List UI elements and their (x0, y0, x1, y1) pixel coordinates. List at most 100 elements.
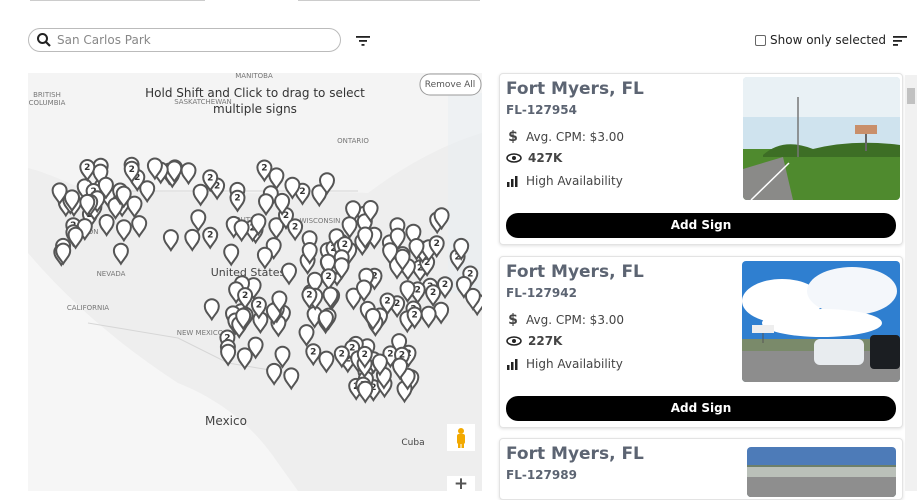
map-pin[interactable] (266, 362, 283, 386)
map-pin[interactable]: 2 (229, 189, 246, 213)
map-pin[interactable] (98, 214, 115, 237)
map-pin[interactable] (235, 307, 252, 331)
map-pin[interactable] (311, 184, 328, 208)
map-pin[interactable] (284, 176, 301, 200)
zoom-button[interactable] (447, 476, 475, 491)
map-pin[interactable] (180, 162, 197, 186)
map-pin[interactable] (341, 216, 358, 240)
map-pin[interactable] (268, 217, 285, 241)
map-pin[interactable] (203, 298, 220, 322)
map-pin[interactable] (67, 226, 84, 250)
map-pin[interactable] (220, 343, 237, 367)
map-pin[interactable] (274, 192, 291, 216)
map-pin[interactable]: 2 (320, 268, 337, 292)
map-pin[interactable]: 2 (250, 296, 267, 320)
map-pin[interactable] (112, 242, 129, 266)
map-pin[interactable] (399, 280, 416, 304)
map-pin[interactable] (268, 167, 285, 191)
cpm: Avg. CPM: $3.00 (526, 130, 625, 144)
zoom-in[interactable]: + (454, 474, 468, 491)
map-pin[interactable] (256, 246, 273, 270)
map-pin[interactable]: 2 (428, 235, 445, 259)
map-pin[interactable] (357, 226, 374, 250)
map-pin[interactable] (322, 286, 339, 310)
map-pin[interactable] (162, 229, 179, 253)
map-pin[interactable] (55, 242, 72, 266)
remove-all-button[interactable] (419, 73, 482, 96)
map-pin[interactable] (79, 193, 96, 217)
map-pin[interactable] (139, 180, 156, 204)
map-pin[interactable] (318, 172, 336, 196)
map-pin[interactable]: 2 (333, 345, 350, 369)
listing-card[interactable]: Fort Myers, FL FL-127989 (499, 438, 903, 500)
map-pin[interactable] (233, 219, 250, 243)
map-pin[interactable]: 2 (356, 345, 373, 369)
map-pin[interactable] (192, 183, 209, 207)
map-pin[interactable] (318, 350, 335, 374)
listing-card[interactable]: Fort Myers, FL FL-127954 $ Avg. CPM: $3.0… (499, 73, 903, 245)
scrollbar[interactable] (905, 75, 917, 491)
map-pin[interactable] (301, 242, 318, 265)
map-pin[interactable]: 2 (202, 226, 219, 250)
filter-icon[interactable] (356, 35, 371, 47)
checkbox-label[interactable]: Show only selected (770, 33, 887, 47)
listing-card[interactable]: Fort Myers, FL FL-127942 $ Avg. CPM: $3.0… (499, 256, 903, 428)
map-pin[interactable] (250, 213, 267, 237)
map-pin[interactable]: 2 (301, 286, 318, 310)
map-pin[interactable] (391, 357, 409, 381)
map-pin[interactable] (115, 219, 132, 243)
map-pin[interactable] (97, 176, 114, 200)
map-pin[interactable] (63, 189, 81, 213)
map-pin[interactable] (362, 200, 379, 223)
map-pin[interactable] (420, 305, 437, 329)
map-pin[interactable] (274, 345, 291, 369)
map-pin[interactable]: 2 (79, 159, 96, 182)
add-sign-button[interactable]: Add Sign (506, 396, 896, 421)
map-pin[interactable] (345, 287, 362, 311)
map-pin[interactable] (364, 307, 382, 331)
map-pin[interactable] (357, 380, 374, 404)
map-pin[interactable]: 2 (379, 292, 396, 316)
map-pin[interactable] (355, 279, 373, 303)
map-pin[interactable] (184, 228, 201, 252)
map-pin[interactable] (382, 242, 399, 266)
sort-icon[interactable] (893, 35, 908, 47)
map-pin[interactable] (433, 207, 450, 231)
map-pin[interactable] (283, 367, 300, 391)
map-pin[interactable] (146, 157, 163, 181)
pin-shape (268, 167, 285, 191)
map-pin[interactable] (394, 248, 411, 272)
pin-shape (79, 193, 96, 217)
map-pin[interactable]: 2 (256, 159, 273, 183)
map-pin[interactable] (298, 324, 315, 348)
map-pin[interactable] (317, 309, 334, 333)
map-pin[interactable] (455, 276, 472, 299)
map-pin[interactable] (257, 193, 275, 217)
map-pin[interactable] (408, 238, 425, 261)
search-box[interactable]: San Carlos Park (28, 28, 341, 52)
add-sign-button[interactable]: Add Sign (506, 213, 896, 238)
map-pin[interactable] (280, 262, 298, 286)
map-pin[interactable]: 2 (237, 287, 254, 311)
map-pin[interactable]: 2 (202, 169, 219, 193)
map-pin[interactable] (271, 290, 288, 314)
cluster-count: 2 (84, 163, 90, 173)
map-pin[interactable] (131, 215, 148, 239)
map-pin[interactable] (453, 237, 470, 261)
map-pin[interactable] (190, 209, 207, 233)
map-pin[interactable] (464, 287, 481, 311)
map-pin[interactable]: 2 (406, 306, 423, 330)
map-pin[interactable]: 2 (425, 284, 442, 308)
map-pin[interactable]: 2 (305, 343, 322, 367)
map-pin[interactable] (236, 347, 253, 371)
map-pin[interactable] (333, 257, 350, 281)
map-pin[interactable] (223, 243, 240, 267)
map-pin[interactable] (166, 160, 183, 184)
map-pin[interactable] (126, 195, 143, 219)
map-pin[interactable] (371, 353, 388, 377)
map-pin[interactable]: 2 (287, 218, 304, 242)
checkbox[interactable] (755, 35, 766, 46)
map-pin[interactable]: 2 (123, 160, 140, 184)
remove-all-label[interactable]: Remove All (425, 80, 476, 90)
